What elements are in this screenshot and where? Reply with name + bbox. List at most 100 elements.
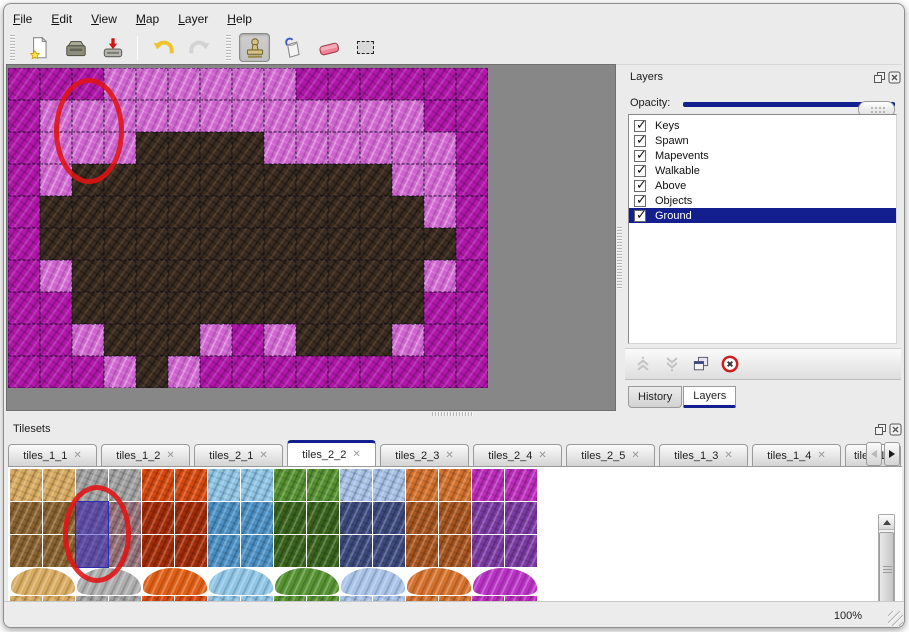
- map-tile-dark-brown-cave[interactable]: [392, 228, 424, 260]
- tileset-tile-web[interactable]: [472, 469, 504, 501]
- layer-row-walkable[interactable]: ✓ Walkable: [629, 162, 896, 178]
- menu-map[interactable]: Map: [135, 11, 160, 26]
- tileset-blob-tile-vines[interactable]: [275, 568, 339, 595]
- map-tile-dark-brown-cave[interactable]: [200, 196, 232, 228]
- map-tile-dark-brown-cave[interactable]: [232, 164, 264, 196]
- tileset-blob-tile-pebble[interactable]: [407, 568, 471, 595]
- map-tile-dark-brown-cave[interactable]: [136, 324, 168, 356]
- map-tile-dark-brown-cave[interactable]: [232, 132, 264, 164]
- map-tile-dark-brown-cave[interactable]: [296, 196, 328, 228]
- tileset-tile-sand[interactable]: [43, 469, 75, 501]
- map-tile-magenta-rock[interactable]: [8, 356, 40, 388]
- tileset-tile-web[interactable]: [505, 502, 537, 534]
- vertical-splitter[interactable]: [616, 64, 624, 411]
- eraser-tool-button[interactable]: [313, 33, 344, 62]
- map-tile-light-pink-rock[interactable]: [168, 100, 200, 132]
- tab-close-icon[interactable]: ✕: [538, 450, 547, 461]
- tileset-tile-clipped-water[interactable]: [241, 596, 273, 601]
- map-tile-light-pink-rock[interactable]: [72, 324, 104, 356]
- map-tile-magenta-rock[interactable]: [8, 260, 40, 292]
- layer-visibility-checkbox[interactable]: ✓: [634, 132, 647, 147]
- tileset-tile-clipped-vines[interactable]: [274, 596, 306, 601]
- map-tile-dark-brown-cave[interactable]: [360, 228, 392, 260]
- map-tile-dark-brown-cave[interactable]: [232, 228, 264, 260]
- map-tile-magenta-rock[interactable]: [8, 100, 40, 132]
- map-tile-dark-brown-cave[interactable]: [296, 228, 328, 260]
- map-tile-dark-brown-cave[interactable]: [136, 260, 168, 292]
- menu-file[interactable]: File: [13, 11, 33, 26]
- map-tile-magenta-rock[interactable]: [360, 356, 392, 388]
- map-tile-dark-brown-cave[interactable]: [72, 260, 104, 292]
- map-tile-dark-brown-cave[interactable]: [104, 228, 136, 260]
- map-tile-magenta-rock[interactable]: [296, 68, 328, 100]
- tab-close-icon[interactable]: ✕: [166, 450, 175, 461]
- map-tile-magenta-rock[interactable]: [232, 356, 264, 388]
- tileset-tile-lava[interactable]: [142, 469, 174, 501]
- map-tile-dark-brown-cave[interactable]: [264, 164, 296, 196]
- map-tile-magenta-rock[interactable]: [8, 68, 40, 100]
- tileset-tab-tiles_1_1[interactable]: tiles_1_1 ✕: [8, 444, 97, 466]
- map-tile-magenta-rock[interactable]: [232, 324, 264, 356]
- map-tile-dark-brown-cave[interactable]: [72, 228, 104, 260]
- tileset-tile-clipped-lava[interactable]: [175, 596, 207, 601]
- map-tile-magenta-rock[interactable]: [456, 356, 488, 388]
- tileset-tile-crystal[interactable]: [340, 502, 372, 534]
- map-tile-dark-brown-cave[interactable]: [136, 132, 168, 164]
- map-tile-dark-brown-cave[interactable]: [200, 292, 232, 324]
- map-tile-light-pink-rock[interactable]: [264, 68, 296, 100]
- tileset-tile-clipped-web[interactable]: [505, 596, 537, 601]
- tileset-tile-crystal[interactable]: [373, 535, 405, 567]
- map-tile-magenta-rock[interactable]: [424, 292, 456, 324]
- map-tile-dark-brown-cave[interactable]: [360, 292, 392, 324]
- map-tile-magenta-rock[interactable]: [424, 100, 456, 132]
- map-tile-magenta-rock[interactable]: [392, 356, 424, 388]
- map-tile-dark-brown-cave[interactable]: [104, 260, 136, 292]
- map-tile-dark-brown-cave[interactable]: [168, 196, 200, 228]
- map-tile-dark-brown-cave[interactable]: [360, 324, 392, 356]
- map-tile-magenta-rock[interactable]: [360, 68, 392, 100]
- tileset-scrollbar[interactable]: [878, 514, 895, 627]
- tileset-blob-tile-web[interactable]: [473, 568, 537, 595]
- map-tile-magenta-rock[interactable]: [456, 260, 488, 292]
- map-tile-light-pink-rock[interactable]: [232, 68, 264, 100]
- tab-close-icon[interactable]: ✕: [73, 450, 82, 461]
- map-tile-dark-brown-cave[interactable]: [264, 292, 296, 324]
- map-tile-light-pink-rock[interactable]: [424, 260, 456, 292]
- tileset-tab-tiles_1_3[interactable]: tiles_1_3 ✕: [659, 444, 748, 466]
- map-tile-dark-brown-cave[interactable]: [232, 196, 264, 228]
- stamp-tool-button[interactable]: [239, 33, 270, 62]
- tileset-tile-lava[interactable]: [175, 469, 207, 501]
- tileset-grid[interactable]: [10, 469, 540, 601]
- map-tile-dark-brown-cave[interactable]: [328, 164, 360, 196]
- layer-row-ground[interactable]: ✓ Ground: [629, 207, 896, 223]
- map-tile-light-pink-rock[interactable]: [392, 100, 424, 132]
- float-panel-button[interactable]: [873, 71, 886, 84]
- map-tile-magenta-rock[interactable]: [328, 356, 360, 388]
- map-tile-dark-brown-cave[interactable]: [40, 196, 72, 228]
- tileset-tile-pebble[interactable]: [406, 469, 438, 501]
- map-tile-magenta-rock[interactable]: [8, 324, 40, 356]
- tileset-tile-sand[interactable]: [10, 502, 42, 534]
- tileset-tile-web[interactable]: [505, 469, 537, 501]
- tileset-blob-tile-lava[interactable]: [143, 568, 207, 595]
- map-tile-magenta-rock[interactable]: [296, 356, 328, 388]
- tileset-tile-sand[interactable]: [10, 469, 42, 501]
- map-tile-dark-brown-cave[interactable]: [296, 260, 328, 292]
- map-tile-dark-brown-cave[interactable]: [232, 260, 264, 292]
- map-tile-magenta-rock[interactable]: [424, 356, 456, 388]
- tileset-blob-tile-sand[interactable]: [11, 568, 75, 595]
- map-tile-dark-brown-cave[interactable]: [232, 292, 264, 324]
- map-tile-dark-brown-cave[interactable]: [136, 164, 168, 196]
- map-tile-dark-brown-cave[interactable]: [296, 292, 328, 324]
- map-tile-dark-brown-cave[interactable]: [104, 292, 136, 324]
- map-tile-magenta-rock[interactable]: [456, 132, 488, 164]
- tileset-tile-web[interactable]: [505, 535, 537, 567]
- tileset-tile-water[interactable]: [241, 535, 273, 567]
- tileset-tile-lava[interactable]: [142, 502, 174, 534]
- opacity-slider-track[interactable]: [683, 101, 895, 118]
- map-tile-light-pink-rock[interactable]: [424, 164, 456, 196]
- lower-layer-button[interactable]: [660, 352, 684, 376]
- close-panel-button[interactable]: [889, 423, 902, 436]
- tileset-tile-clipped-stone[interactable]: [109, 596, 141, 601]
- map-tile-magenta-rock[interactable]: [328, 68, 360, 100]
